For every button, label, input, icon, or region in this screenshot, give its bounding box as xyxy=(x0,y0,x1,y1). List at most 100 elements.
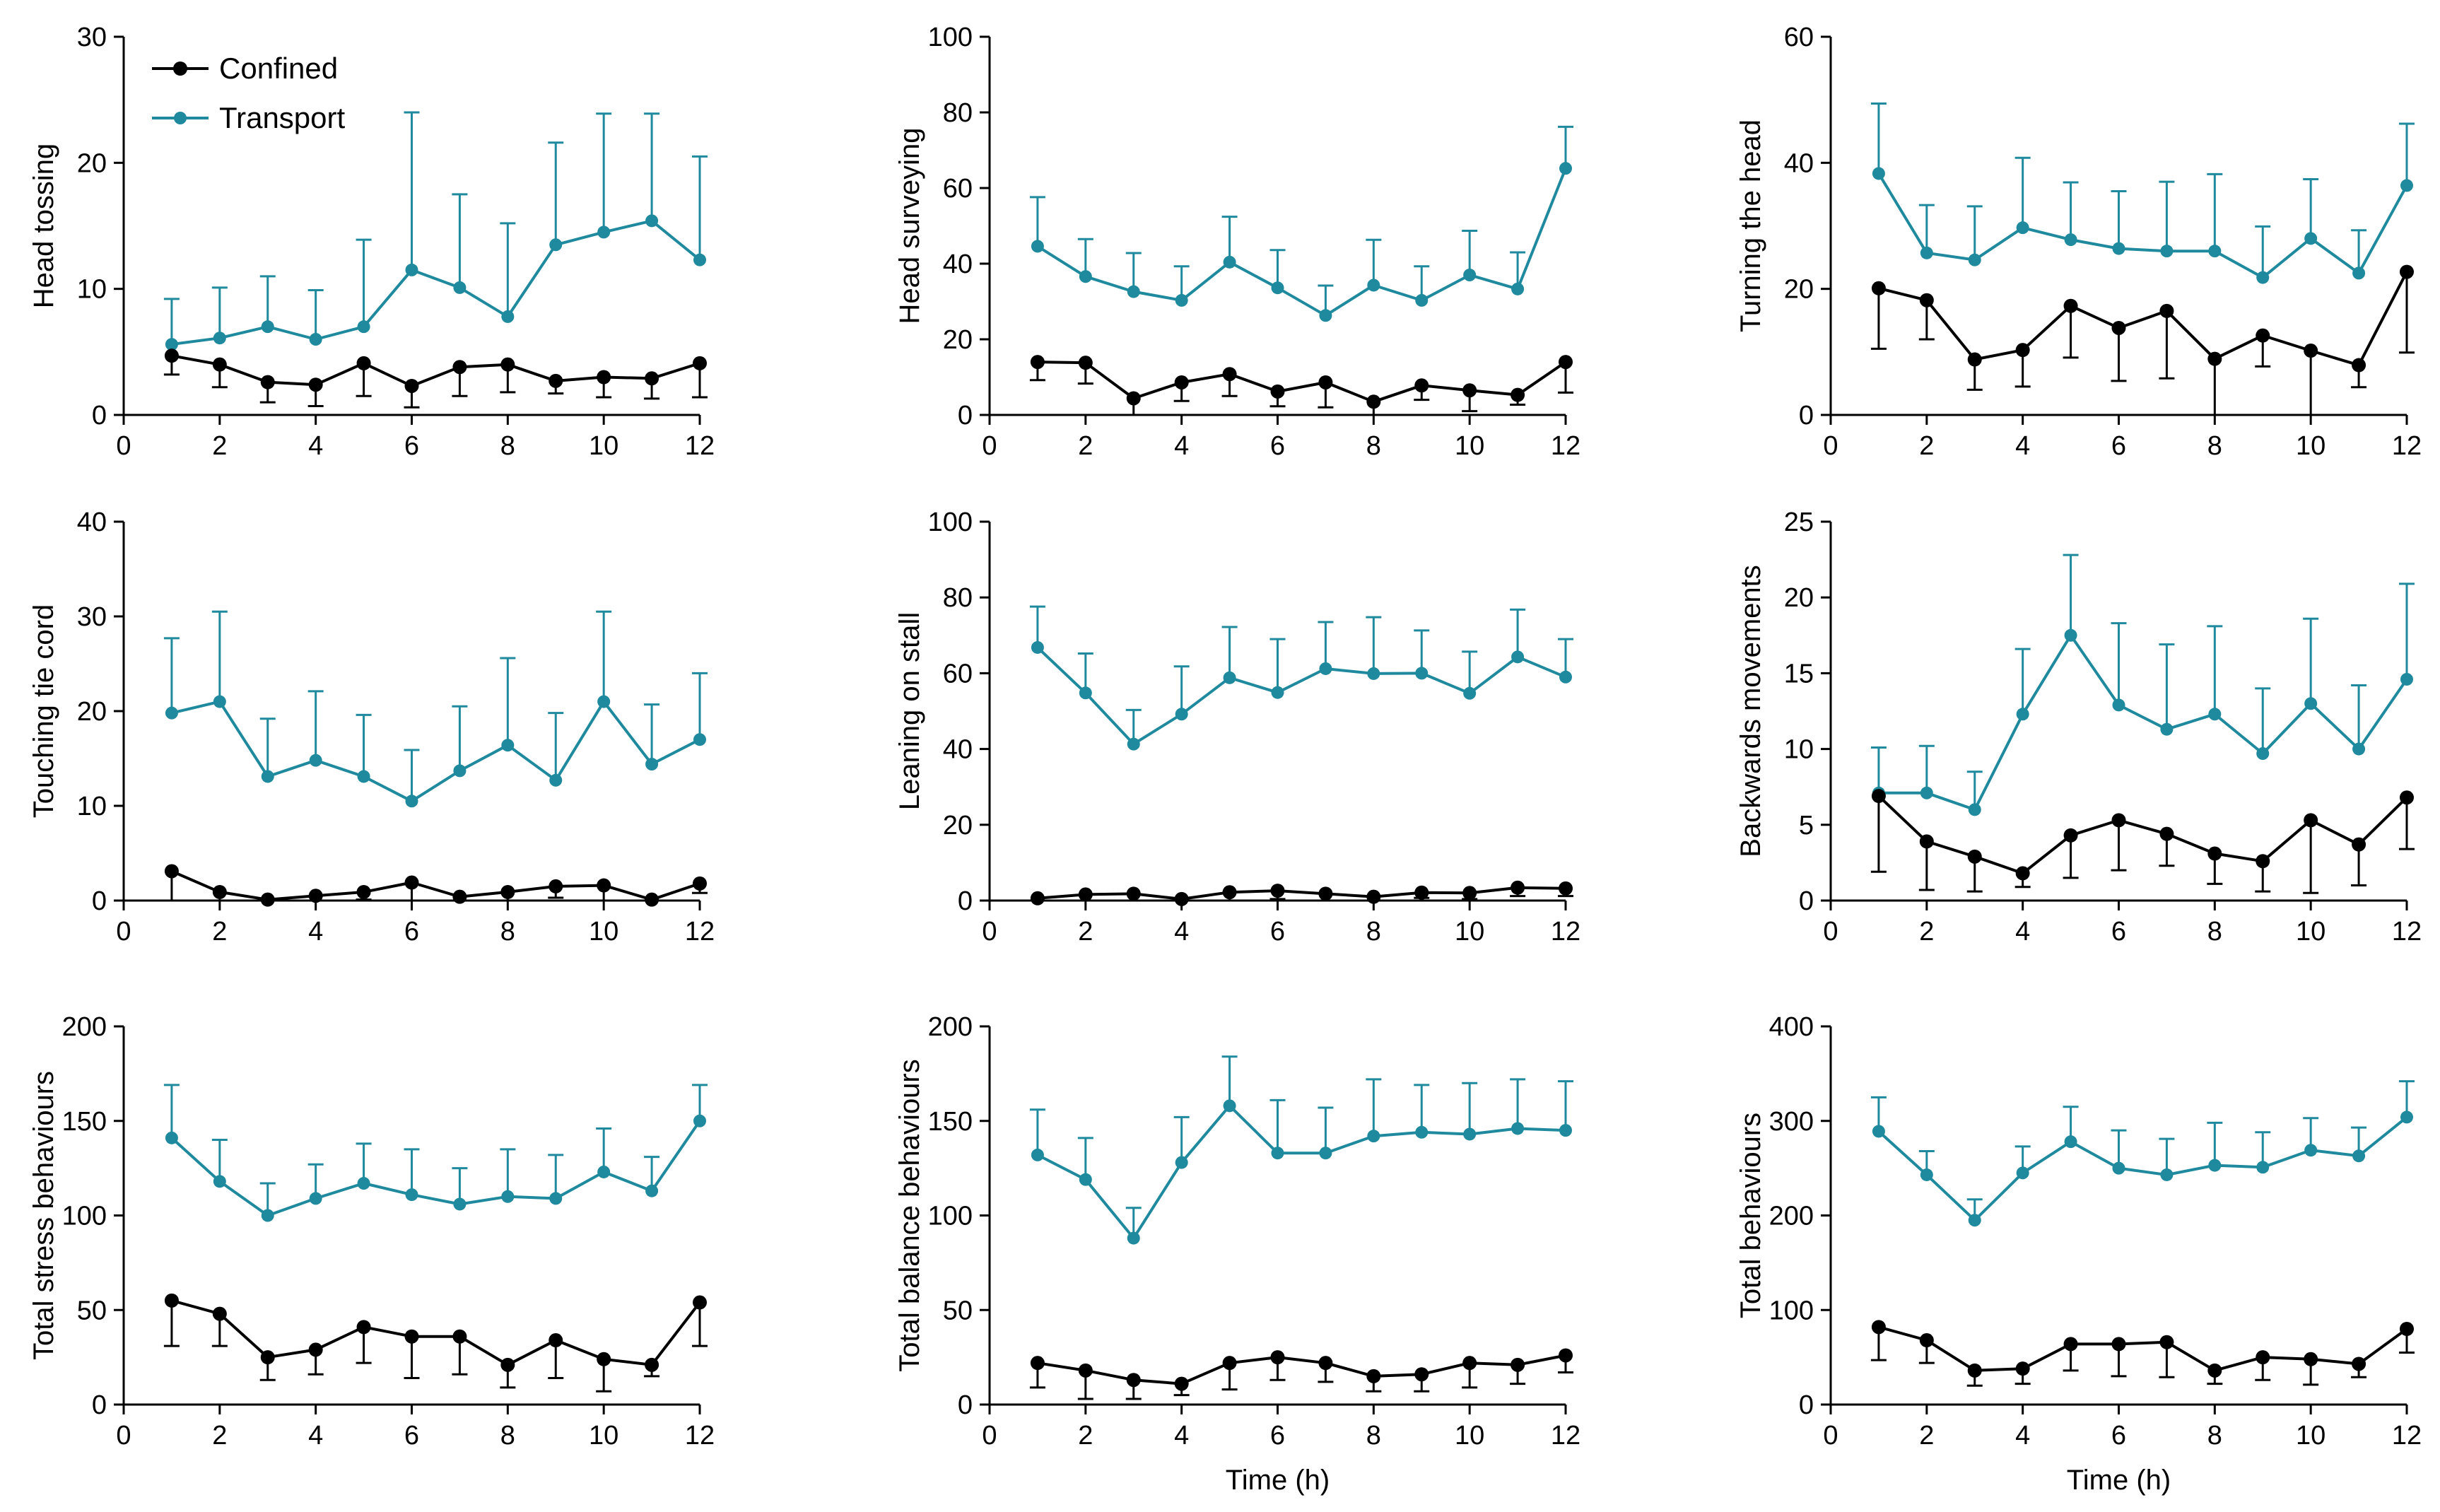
confined-line xyxy=(171,869,700,901)
panel-4: 0 10 20 30 40 0 2 4 6 8 10 12 Touching tie cord xyxy=(28,508,715,947)
x-tick-label: 0 xyxy=(116,431,131,461)
transport-point xyxy=(2400,1110,2413,1124)
legend-confined-marker xyxy=(173,61,187,76)
transport-point xyxy=(2256,1161,2270,1174)
confined-point xyxy=(1126,391,1141,406)
confined-point xyxy=(2304,344,2318,358)
y-tick-label: 60 xyxy=(943,659,973,688)
x-tick-label: 6 xyxy=(404,1421,419,1451)
confined-point xyxy=(1511,387,1525,402)
transport-point xyxy=(2208,245,2222,258)
confined-point xyxy=(549,1333,563,1348)
transport-point xyxy=(261,770,274,783)
transport-point xyxy=(2304,232,2318,245)
transport-point xyxy=(1367,279,1380,292)
y-tick-label: 100 xyxy=(1769,1296,1814,1325)
x-tick-label: 10 xyxy=(2296,431,2325,461)
confined-point xyxy=(2207,351,2222,366)
confined-point xyxy=(1366,394,1381,409)
transport-point xyxy=(1175,708,1188,721)
series-confined xyxy=(1029,1348,1573,1400)
x-tick-label: 6 xyxy=(1270,431,1285,461)
transport-point xyxy=(1415,1125,1429,1139)
y-tick-label: 20 xyxy=(77,148,107,178)
confined-point xyxy=(356,1320,371,1335)
transport-point xyxy=(2064,628,2077,642)
transport-point xyxy=(2400,179,2413,192)
y-tick-label: 60 xyxy=(1784,23,1814,52)
confined-point xyxy=(212,884,227,899)
transport-point xyxy=(693,1114,706,1127)
confined-point xyxy=(1030,891,1045,906)
x-tick-label: 12 xyxy=(2392,1421,2422,1451)
confined-point xyxy=(356,356,371,370)
transport-point xyxy=(2256,747,2270,761)
legend-transport-label: Transport xyxy=(219,101,346,134)
transport-point xyxy=(549,1192,563,1205)
transport-line xyxy=(1036,646,1566,746)
confined-point xyxy=(549,879,563,893)
transport-point xyxy=(1872,167,1885,180)
x-axis-label: Time (h) xyxy=(2067,1465,2171,1496)
y-tick-label: 200 xyxy=(62,1012,107,1042)
transport-point xyxy=(2160,1168,2174,1181)
x-tick-label: 6 xyxy=(2111,917,2126,947)
x-tick-label: 2 xyxy=(1078,1421,1093,1451)
transport-point xyxy=(1367,1130,1380,1143)
series-transport xyxy=(1029,125,1573,322)
y-tick-label: 150 xyxy=(62,1107,107,1137)
transport-point xyxy=(1968,803,1981,816)
transport-point xyxy=(1031,640,1044,654)
confined-point xyxy=(1174,375,1189,389)
transport-point xyxy=(1920,246,1933,259)
y-tick-label: 40 xyxy=(943,250,973,279)
transport-point xyxy=(1031,1148,1044,1161)
y-tick-label: 20 xyxy=(943,811,973,840)
transport-point xyxy=(1031,240,1044,253)
transport-point xyxy=(2208,708,2222,721)
confined-point xyxy=(1270,384,1285,399)
y-tick-label: 200 xyxy=(928,1012,973,1042)
panel-8: 0 50 100 150 200 0 2 4 6 8 10 12 Total balance behav… xyxy=(894,1012,1580,1496)
transport-point xyxy=(2064,1135,2077,1149)
transport-point xyxy=(213,332,226,345)
x-tick-label: 10 xyxy=(1455,917,1484,947)
transport-point xyxy=(1271,1147,1284,1160)
x-tick-label: 6 xyxy=(2111,431,2126,461)
x-tick-label: 12 xyxy=(1551,431,1580,461)
transport-point xyxy=(1559,1124,1572,1137)
confined-point xyxy=(308,889,323,903)
confined-point xyxy=(1511,880,1525,895)
confined-point xyxy=(1967,1363,1982,1378)
transport-point xyxy=(501,1190,515,1203)
confined-point xyxy=(1919,293,1934,307)
y-tick-label: 0 xyxy=(1799,1390,1814,1420)
y-axis-label: Touching tie cord xyxy=(28,604,59,818)
confined-point xyxy=(2111,1337,2126,1352)
transport-point xyxy=(645,758,659,771)
confined-line xyxy=(1037,886,1566,901)
series-confined xyxy=(1029,355,1573,416)
confined-point xyxy=(1919,1333,1934,1348)
x-tick-label: 12 xyxy=(2392,431,2422,461)
y-tick-label: 10 xyxy=(77,792,107,821)
confined-point xyxy=(2207,846,2222,861)
confined-point xyxy=(597,370,611,385)
confined-point xyxy=(2015,343,2030,358)
confined-point xyxy=(2063,298,2078,313)
x-tick-label: 8 xyxy=(1366,431,1381,461)
confined-point xyxy=(1511,1357,1525,1372)
transport-point xyxy=(1223,671,1236,684)
transport-point xyxy=(1367,667,1380,680)
confined-point xyxy=(2304,1352,2318,1366)
transport-point xyxy=(2208,1159,2222,1172)
transport-point xyxy=(1559,162,1572,175)
transport-point xyxy=(1079,270,1092,283)
confined-point xyxy=(1030,1356,1045,1371)
transport-point xyxy=(357,770,370,783)
confined-point xyxy=(2063,1337,2078,1352)
transport-point xyxy=(2160,245,2174,258)
transport-point xyxy=(261,1209,274,1222)
y-tick-label: 25 xyxy=(1784,508,1814,537)
x-tick-label: 4 xyxy=(2015,917,2030,947)
